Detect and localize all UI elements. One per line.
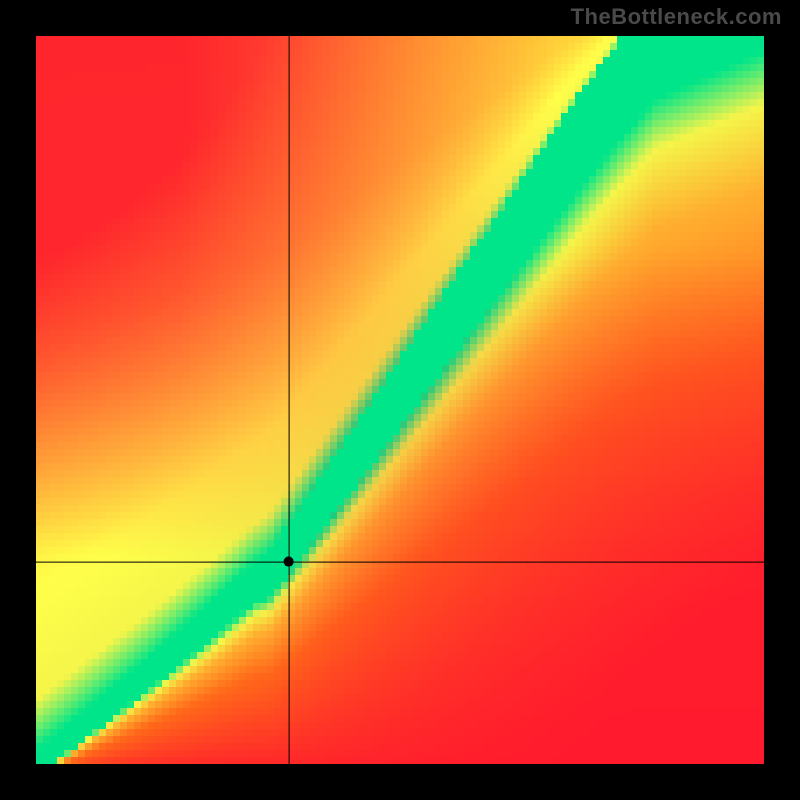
chart-frame: { "watermark": { "text": "TheBottleneck.… [0,0,800,800]
watermark-text: TheBottleneck.com [571,4,782,30]
bottleneck-heatmap [36,36,764,764]
